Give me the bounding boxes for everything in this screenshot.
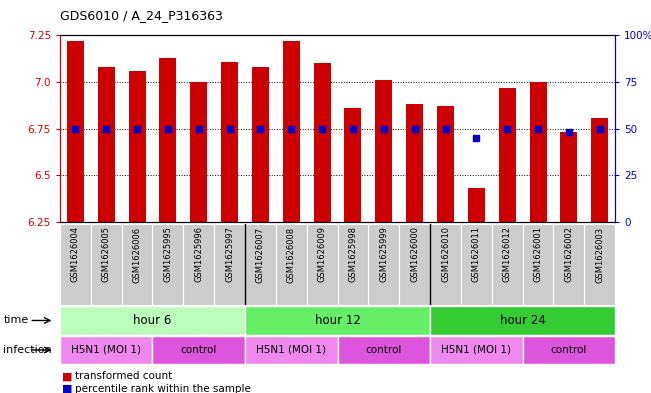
Text: GSM1626012: GSM1626012 <box>503 226 512 283</box>
Text: GSM1626011: GSM1626011 <box>472 226 481 283</box>
Text: ■: ■ <box>62 384 72 393</box>
Text: H5N1 (MOI 1): H5N1 (MOI 1) <box>256 345 326 355</box>
Bar <box>307 224 337 305</box>
Text: GSM1626009: GSM1626009 <box>318 226 327 283</box>
Text: GSM1626001: GSM1626001 <box>534 226 542 283</box>
Text: GSM1625997: GSM1625997 <box>225 226 234 283</box>
Text: control: control <box>551 345 587 355</box>
Bar <box>399 224 430 305</box>
Bar <box>67 41 84 222</box>
Bar <box>98 67 115 222</box>
Point <box>502 126 512 132</box>
Point <box>70 126 81 132</box>
Bar <box>245 336 337 364</box>
Text: GSM1626003: GSM1626003 <box>595 226 604 283</box>
Text: hour 12: hour 12 <box>314 314 361 327</box>
Bar <box>585 224 615 305</box>
Point <box>101 126 111 132</box>
Text: GSM1626010: GSM1626010 <box>441 226 450 283</box>
Bar <box>406 105 423 222</box>
Point <box>132 126 142 132</box>
Bar <box>376 80 393 222</box>
Point <box>225 126 235 132</box>
Text: time: time <box>3 316 29 325</box>
Bar <box>276 224 307 305</box>
Bar <box>430 306 615 335</box>
Bar <box>468 189 485 222</box>
Point <box>533 126 544 132</box>
Bar <box>344 108 361 222</box>
Text: infection: infection <box>3 345 52 355</box>
Text: ■: ■ <box>62 371 72 382</box>
Text: GSM1626000: GSM1626000 <box>410 226 419 283</box>
Bar <box>337 224 368 305</box>
Text: transformed count: transformed count <box>75 371 172 382</box>
Text: H5N1 (MOI 1): H5N1 (MOI 1) <box>71 345 141 355</box>
Point <box>409 126 420 132</box>
Point <box>471 135 482 141</box>
Point <box>564 129 574 136</box>
Bar <box>591 118 608 222</box>
Point <box>193 126 204 132</box>
Bar <box>368 224 399 305</box>
Bar <box>337 336 430 364</box>
Bar <box>492 224 523 305</box>
Text: GSM1626005: GSM1626005 <box>102 226 111 283</box>
Text: GSM1626008: GSM1626008 <box>287 226 296 283</box>
Bar <box>90 224 122 305</box>
Text: control: control <box>180 345 217 355</box>
Text: H5N1 (MOI 1): H5N1 (MOI 1) <box>441 345 512 355</box>
Text: GSM1625995: GSM1625995 <box>163 226 173 282</box>
Bar <box>221 61 238 222</box>
Text: GSM1626007: GSM1626007 <box>256 226 265 283</box>
Bar <box>60 306 245 335</box>
Bar <box>430 336 523 364</box>
Point <box>440 126 450 132</box>
Text: GSM1626004: GSM1626004 <box>71 226 80 283</box>
Text: GSM1625999: GSM1625999 <box>380 226 388 282</box>
Bar <box>245 224 276 305</box>
Bar <box>430 224 461 305</box>
Bar <box>499 88 516 222</box>
Point <box>594 126 605 132</box>
Bar <box>437 106 454 222</box>
Bar <box>314 63 331 222</box>
Bar <box>122 224 152 305</box>
Bar <box>529 82 547 222</box>
Text: GSM1626002: GSM1626002 <box>564 226 574 283</box>
Point <box>286 126 296 132</box>
Bar <box>523 224 553 305</box>
Point <box>255 126 266 132</box>
Bar <box>283 41 299 222</box>
Text: hour 6: hour 6 <box>133 314 172 327</box>
Text: GDS6010 / A_24_P316363: GDS6010 / A_24_P316363 <box>60 9 223 22</box>
Text: GSM1625996: GSM1625996 <box>194 226 203 283</box>
Bar <box>184 224 214 305</box>
Bar <box>152 224 184 305</box>
Bar <box>523 336 615 364</box>
Text: control: control <box>366 345 402 355</box>
Point <box>379 126 389 132</box>
Bar <box>214 224 245 305</box>
Point <box>163 126 173 132</box>
Text: hour 24: hour 24 <box>500 314 546 327</box>
Bar <box>60 224 90 305</box>
Bar <box>461 224 492 305</box>
Bar <box>553 224 585 305</box>
Bar <box>60 336 152 364</box>
Bar <box>561 132 577 222</box>
Bar <box>252 67 269 222</box>
Bar <box>245 306 430 335</box>
Bar <box>128 71 146 222</box>
Bar <box>159 58 176 222</box>
Text: percentile rank within the sample: percentile rank within the sample <box>75 384 251 393</box>
Point <box>317 126 327 132</box>
Bar <box>152 336 245 364</box>
Bar <box>190 82 207 222</box>
Point <box>348 126 358 132</box>
Text: GSM1626006: GSM1626006 <box>133 226 141 283</box>
Text: GSM1625998: GSM1625998 <box>348 226 357 283</box>
